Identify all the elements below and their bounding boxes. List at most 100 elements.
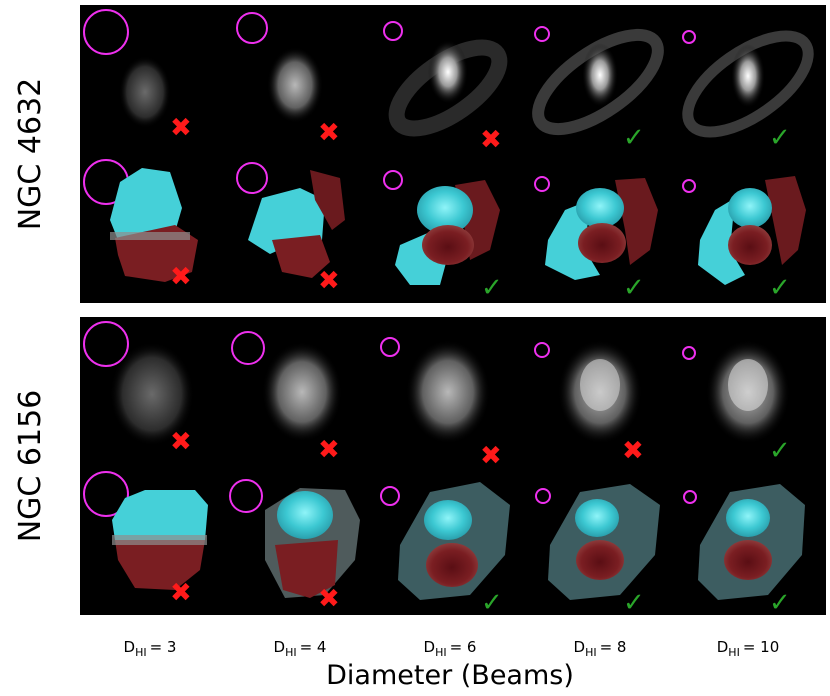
beam-circle (682, 179, 696, 193)
beam-circle (682, 30, 696, 44)
receding-core (426, 543, 478, 587)
beam-circle (236, 12, 268, 44)
moment0-emission (406, 340, 490, 444)
check-icon: ✓ (769, 123, 791, 153)
moment0-emission (267, 47, 323, 123)
check-icon: ✓ (769, 273, 791, 303)
receding-side (115, 540, 205, 590)
cross-icon: ✖ (480, 441, 502, 471)
beam-circle (534, 342, 550, 358)
check-icon: ✓ (769, 588, 791, 618)
beam-circle (236, 162, 268, 194)
ngc6156-mom0-col5 (682, 340, 790, 444)
cross-icon: ✖ (170, 427, 192, 457)
beam-circle (683, 490, 697, 504)
row-label-moment0: Moment 0 (49, 42, 67, 118)
beam-circle (83, 471, 129, 517)
receding-arm (615, 178, 658, 265)
ngc4632-mom1-col4 (534, 176, 658, 280)
cross-icon: ✖ (170, 262, 192, 292)
ngc6156-mom1-col1 (83, 471, 208, 590)
column-label-8: DHI = 8 (574, 638, 627, 659)
ngc6156-mom1-col2 (229, 479, 360, 598)
approaching-core (417, 186, 473, 234)
velocity-transition (112, 535, 207, 545)
check-icon: ✓ (481, 273, 503, 303)
receding-core (578, 223, 626, 263)
moment0-ring (532, 28, 664, 136)
beam-circle (83, 9, 129, 55)
cross-icon: ✖ (170, 578, 192, 608)
moment0-core (728, 359, 768, 411)
beam-circle (682, 346, 696, 360)
beam-circle (380, 486, 400, 506)
moment0-core (580, 359, 620, 411)
receding-side (272, 235, 330, 278)
galaxy-label-ngc4632: NGC 4632 (13, 78, 48, 231)
cross-icon: ✖ (170, 113, 192, 143)
moment0-emission (262, 342, 342, 442)
ngc4632-mom0-col1 (83, 9, 171, 128)
ngc4632-mom1-col5 (682, 176, 806, 285)
cross-icon: ✖ (318, 435, 340, 465)
ngc4632-mom1-col2 (236, 162, 345, 278)
ngc6156-mom1-col5 (683, 484, 805, 600)
beam-circle (383, 170, 403, 190)
ngc4632-mom0-col3 (383, 21, 508, 137)
approaching-side (112, 490, 208, 540)
column-label-4: DHI = 4 (274, 638, 327, 659)
check-icon: ✓ (481, 588, 503, 618)
check-icon: ✓ (623, 588, 645, 618)
moment0-emission (428, 40, 468, 104)
receding-arm (310, 170, 345, 230)
ngc6156-mom0-col4 (534, 340, 642, 444)
moment0-emission (119, 56, 171, 128)
moment0-ring (682, 30, 814, 138)
ngc6156-mom0-col2 (231, 331, 342, 442)
ngc4632-mom1-col3 (383, 170, 500, 285)
cross-icon: ✖ (318, 266, 340, 296)
column-label-10: DHI = 10 (717, 638, 780, 659)
ngc6156-mom0-col3 (380, 337, 490, 444)
moment0-emission (582, 43, 618, 107)
beam-circle (229, 479, 263, 513)
moment0-emission (110, 342, 194, 446)
velocity-transition (110, 232, 190, 240)
cross-icon: ✖ (318, 584, 340, 614)
column-labels: DHI = 3 DHI = 4 DHI = 6 DHI = 8 DHI = 10 (124, 638, 780, 659)
beam-circle (534, 26, 550, 42)
approaching-core (424, 500, 472, 540)
ngc6156-mom1-col3 (380, 482, 510, 600)
row-label-moment1: Moment 1 (49, 192, 67, 268)
approaching-arm (698, 198, 745, 285)
beam-circle (383, 21, 403, 41)
cross-icon: ✖ (622, 436, 644, 466)
approaching-core (576, 188, 624, 228)
row-label-moment1: Moment 1 (49, 504, 67, 580)
verdict-marks: ✖ ✖ ✖ ✓ ✓ ✖ ✖ ✓ ✓ ✓ ✖ ✖ ✖ ✖ ✓ ✖ ✖ ✓ ✓ ✓ (170, 113, 791, 618)
velocity-field (398, 482, 510, 600)
receding-core (728, 225, 772, 265)
receding-arm (765, 176, 806, 265)
x-axis-label: Diameter (Beams) (326, 660, 574, 691)
ngc4632-mom0-col5 (682, 30, 814, 138)
row-label-moment0: Moment 0 (49, 354, 67, 430)
column-label-3: DHI = 3 (124, 638, 177, 659)
approaching-core (726, 499, 770, 537)
beam-circle (380, 337, 400, 357)
check-icon: ✓ (623, 273, 645, 303)
ngc4632-mom0-col2 (236, 12, 323, 123)
cross-icon: ✖ (480, 125, 502, 155)
beam-circle (231, 331, 265, 365)
receding-core (422, 225, 474, 265)
receding-core (576, 540, 624, 580)
ngc6156-mom1-col4 (535, 484, 660, 600)
approaching-core (728, 188, 772, 228)
check-icon: ✓ (769, 436, 791, 466)
column-label-6: DHI = 6 (424, 638, 477, 659)
moment0-emission (731, 44, 765, 108)
beam-circle (83, 321, 129, 367)
approaching-core (575, 499, 619, 537)
beam-circle (534, 176, 550, 192)
